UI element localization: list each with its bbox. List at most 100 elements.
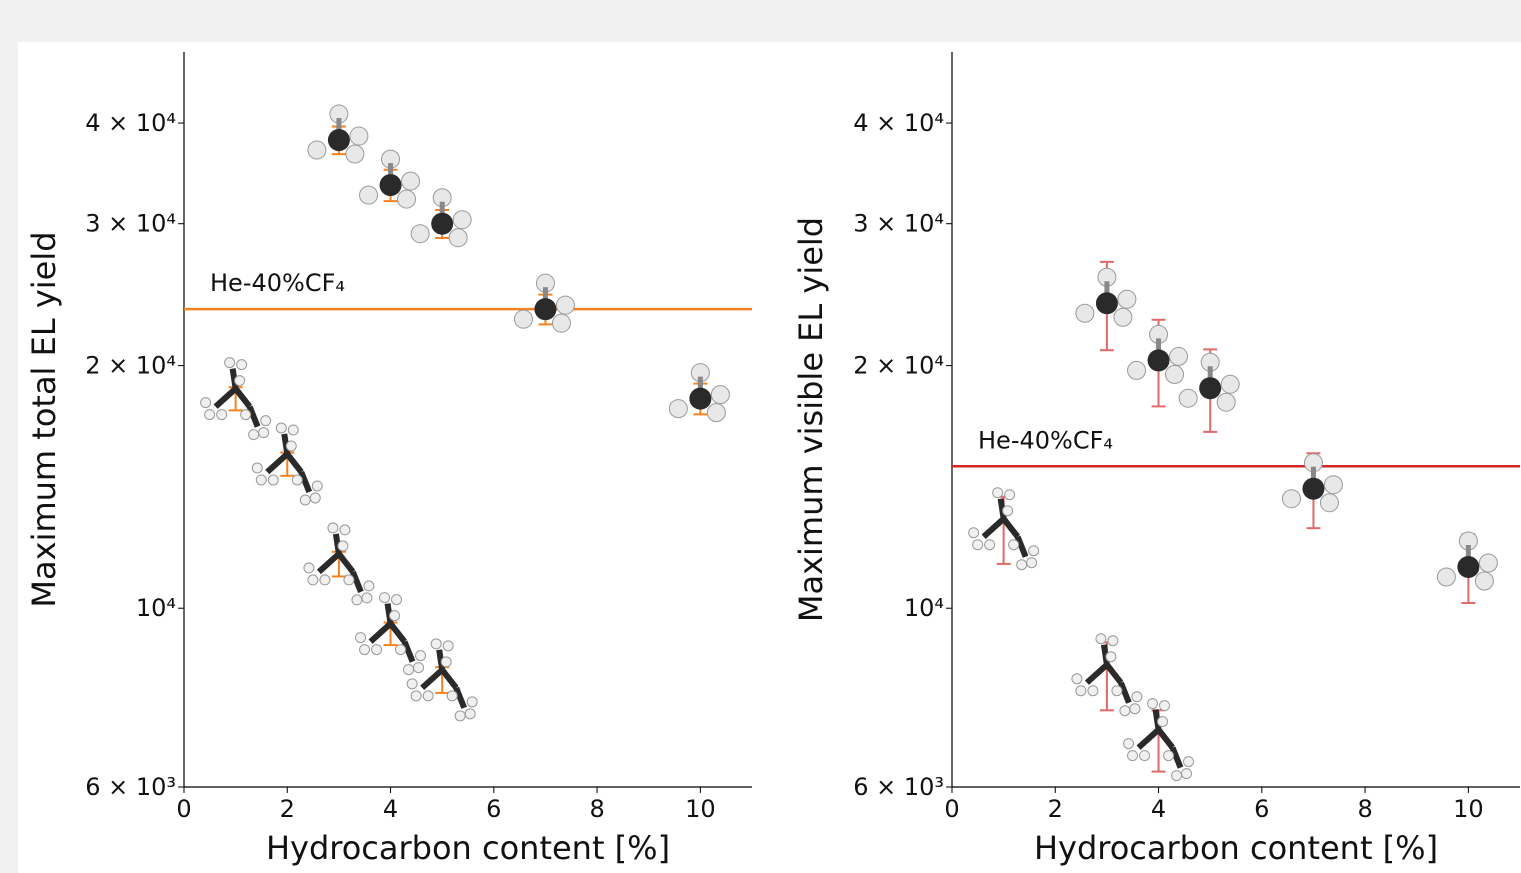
atom-h	[1131, 691, 1143, 703]
atom-h	[668, 399, 688, 419]
panel-background	[18, 42, 1521, 873]
atom-h	[361, 592, 373, 604]
molecule-marker	[1127, 324, 1189, 384]
atom-h	[422, 690, 434, 702]
atom-h	[267, 474, 279, 486]
atom-h	[258, 427, 270, 439]
atom-h	[1183, 756, 1195, 768]
atom-h	[255, 474, 267, 486]
molecule-marker	[1178, 352, 1240, 412]
bond	[1152, 709, 1162, 731]
atom-h	[1008, 539, 1020, 551]
atom-h	[984, 539, 996, 551]
x-tick-label: 6	[486, 795, 501, 823]
bond	[281, 433, 291, 455]
atom-h	[309, 492, 321, 504]
molecule-marker	[410, 188, 472, 248]
y-tick-label: 4 × 10⁴	[853, 109, 944, 137]
x-tick-label: 8	[589, 795, 604, 823]
bond	[388, 621, 407, 644]
atom-h	[1129, 703, 1141, 715]
molecule-marker	[359, 149, 421, 209]
atom-h	[992, 487, 1004, 499]
y-axis-label: Maximum visible EL yield	[792, 217, 830, 622]
atom-h	[1105, 651, 1117, 663]
atom-h	[379, 592, 391, 604]
atom-c	[431, 212, 454, 235]
atom-h	[248, 429, 260, 441]
atom-h	[466, 696, 478, 708]
atom-h	[291, 474, 303, 486]
atom-h	[345, 144, 365, 164]
bond	[316, 551, 341, 575]
atom-h	[287, 424, 299, 436]
x-tick-label: 10	[1453, 795, 1484, 823]
bond	[401, 640, 416, 663]
atom-h	[454, 710, 466, 722]
atom-h	[1216, 392, 1236, 412]
bond	[332, 533, 342, 555]
bond	[213, 386, 238, 409]
y-tick-label: 6 × 10³	[853, 773, 944, 801]
bond	[436, 649, 446, 671]
molecule-marker	[307, 104, 369, 164]
bond	[1156, 727, 1175, 750]
bond	[439, 667, 459, 690]
molecule-marker	[200, 357, 272, 441]
bond	[1169, 746, 1184, 769]
atom-h	[1181, 768, 1193, 780]
bond	[1014, 535, 1029, 558]
atom-h	[452, 210, 472, 230]
atom-h	[343, 574, 355, 586]
atom-c	[1147, 349, 1170, 372]
x-tick-label: 0	[176, 795, 191, 823]
x-tick-label: 10	[685, 795, 716, 823]
atom-h	[363, 580, 375, 592]
atom-h	[410, 690, 422, 702]
atom-h	[1169, 346, 1189, 366]
atom-h	[464, 708, 476, 720]
atom-c	[1302, 477, 1325, 500]
molecule-marker	[1075, 267, 1137, 327]
atom-h	[1171, 770, 1183, 782]
atom-h	[410, 224, 430, 244]
atom-h	[706, 403, 726, 423]
y-tick-label: 2 × 10⁴	[853, 352, 944, 380]
atom-h	[1016, 559, 1028, 571]
molecule-marker	[1436, 531, 1498, 591]
atom-h	[1165, 364, 1185, 384]
atom-c	[327, 129, 350, 152]
atom-h	[204, 409, 216, 421]
atom-h	[285, 440, 297, 452]
bond	[336, 552, 356, 574]
atom-h	[1220, 374, 1240, 394]
atom-h	[1004, 489, 1016, 501]
x-tick-label: 8	[1357, 795, 1372, 823]
atom-h	[355, 632, 367, 644]
atom-h	[442, 640, 454, 652]
atom-h	[1087, 685, 1099, 697]
molecule-marker	[513, 273, 575, 333]
bond	[981, 516, 1006, 539]
x-tick-label: 2	[1048, 795, 1063, 823]
atom-h	[397, 189, 417, 209]
atom-h	[1478, 553, 1498, 573]
atom-h	[351, 594, 363, 606]
y-tick-label: 10⁴	[904, 594, 944, 622]
bond	[1136, 727, 1161, 750]
atom-h	[1119, 705, 1131, 717]
y-tick-label: 3 × 10⁴	[853, 210, 944, 238]
atom-h	[1117, 289, 1137, 309]
atom-h	[401, 171, 421, 191]
atom-h	[359, 644, 371, 656]
atom-c	[689, 387, 712, 410]
atom-h	[311, 480, 323, 492]
bond	[453, 686, 467, 709]
y-tick-label: 6 × 10³	[85, 773, 176, 801]
atom-h	[1095, 633, 1107, 645]
x-tick-label: 0	[944, 795, 959, 823]
bond	[265, 451, 290, 475]
molecule-marker	[251, 422, 323, 506]
atom-h	[972, 539, 984, 551]
